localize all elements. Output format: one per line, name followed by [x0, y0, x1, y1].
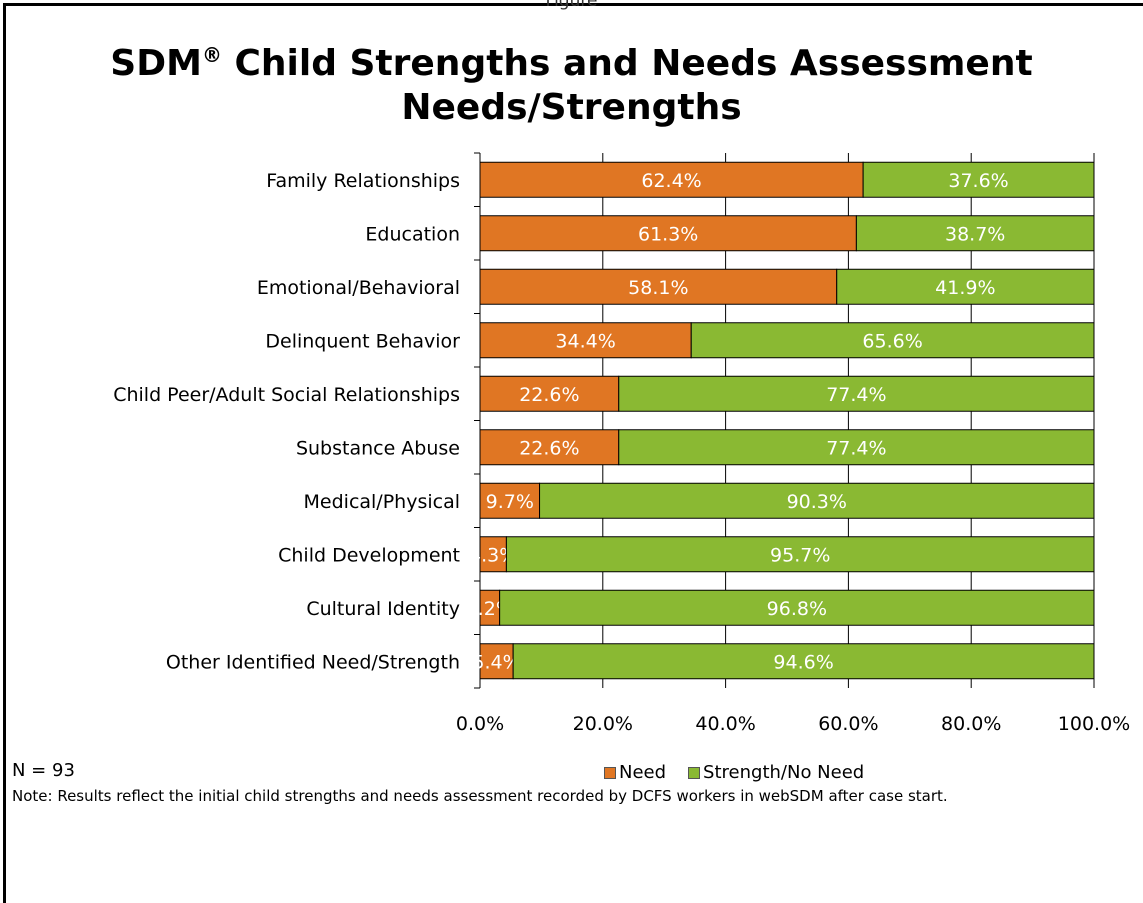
bar-need [479, 536, 507, 573]
category-label: Other Identified Need/Strength [166, 651, 460, 673]
bar-strength [539, 482, 1095, 519]
bar-strength [836, 268, 1095, 305]
bar-need [479, 161, 864, 198]
legend-swatch-need [604, 766, 616, 779]
legend: Need Strength/No Need [604, 762, 864, 783]
data-label-need: 4.3% [469, 544, 517, 566]
data-label-strength: 90.3% [787, 491, 847, 513]
data-label-need: 34.4% [555, 330, 615, 352]
bar-strength [618, 375, 1095, 412]
stacked-bar-chart: 62.4% 37.6% Family Relationships 61.3% 38.7%… [113, 152, 1130, 735]
data-label-strength: 77.4% [826, 384, 886, 406]
bar-strength [499, 589, 1095, 626]
data-label-need: 22.6% [519, 437, 579, 459]
legend-label-strength: Strength/No Need [703, 762, 865, 783]
category-label: Delinquent Behavior [265, 330, 460, 352]
data-label-need: 62.4% [641, 170, 701, 192]
category-label: Family Relationships [266, 170, 460, 192]
bar-strength [690, 322, 1095, 359]
category-label: Child Peer/Adult Social Relationships [113, 384, 460, 406]
sample-size: N = 93 [12, 760, 75, 781]
data-label-need: 58.1% [628, 277, 688, 299]
bar-need [479, 643, 514, 680]
title-line-1-rest: Child Strengths and Needs Assessment [221, 43, 1033, 84]
bar-need [479, 322, 692, 359]
x-tick-label: 0.0% [456, 713, 504, 735]
data-label-strength: 94.6% [773, 651, 833, 673]
legend-item-strength: Strength/No Need [688, 762, 864, 783]
data-label-strength: 95.7% [770, 544, 830, 566]
x-tick-label: 20.0% [573, 713, 633, 735]
category-label: Child Development [278, 544, 460, 566]
legend-label-need: Need [619, 762, 667, 783]
note: Note: Results reflect the initial child … [12, 787, 948, 805]
data-label-strength: 77.4% [826, 437, 886, 459]
chart-title: SDM® Child Strengths and Needs Assessmen… [0, 42, 1143, 130]
data-label-need: 9.7% [486, 491, 534, 513]
data-label-strength: 37.6% [948, 170, 1008, 192]
data-label-strength: 41.9% [935, 277, 995, 299]
data-label-strength: 65.6% [862, 330, 922, 352]
x-tick-label: 100.0% [1058, 713, 1130, 735]
header-cut-text: Figure [545, 0, 598, 11]
bar-strength [862, 161, 1095, 198]
x-tick-label: 40.0% [695, 713, 755, 735]
data-label-need: 5.4% [472, 651, 520, 673]
bar-strength [855, 215, 1095, 252]
title-sdm: SDM [110, 43, 202, 84]
x-tick-label: 60.0% [818, 713, 878, 735]
category-label: Emotional/Behavioral [257, 277, 460, 299]
chart-frame [3, 3, 1143, 903]
bar-strength [618, 429, 1095, 466]
x-tick-label: 80.0% [941, 713, 1001, 735]
chart-title-line-1: SDM® Child Strengths and Needs Assessmen… [0, 42, 1143, 86]
data-label-strength: 38.7% [945, 223, 1005, 245]
bar-strength [505, 536, 1095, 573]
category-label: Medical/Physical [304, 491, 460, 513]
category-label: Education [365, 223, 460, 245]
chart-title-line-2: Needs/Strengths [401, 87, 742, 128]
bar-need [479, 375, 620, 412]
registered-mark: ® [201, 43, 222, 67]
data-label-need: 22.6% [519, 384, 579, 406]
bar-strength [512, 643, 1095, 680]
bar-need [479, 429, 620, 466]
legend-item-need: Need [604, 762, 666, 783]
legend-swatch-strength [688, 766, 701, 779]
category-label: Substance Abuse [296, 437, 460, 459]
data-label-strength: 96.8% [767, 598, 827, 620]
data-label-need: 61.3% [638, 223, 698, 245]
category-label: Cultural Identity [306, 598, 460, 620]
